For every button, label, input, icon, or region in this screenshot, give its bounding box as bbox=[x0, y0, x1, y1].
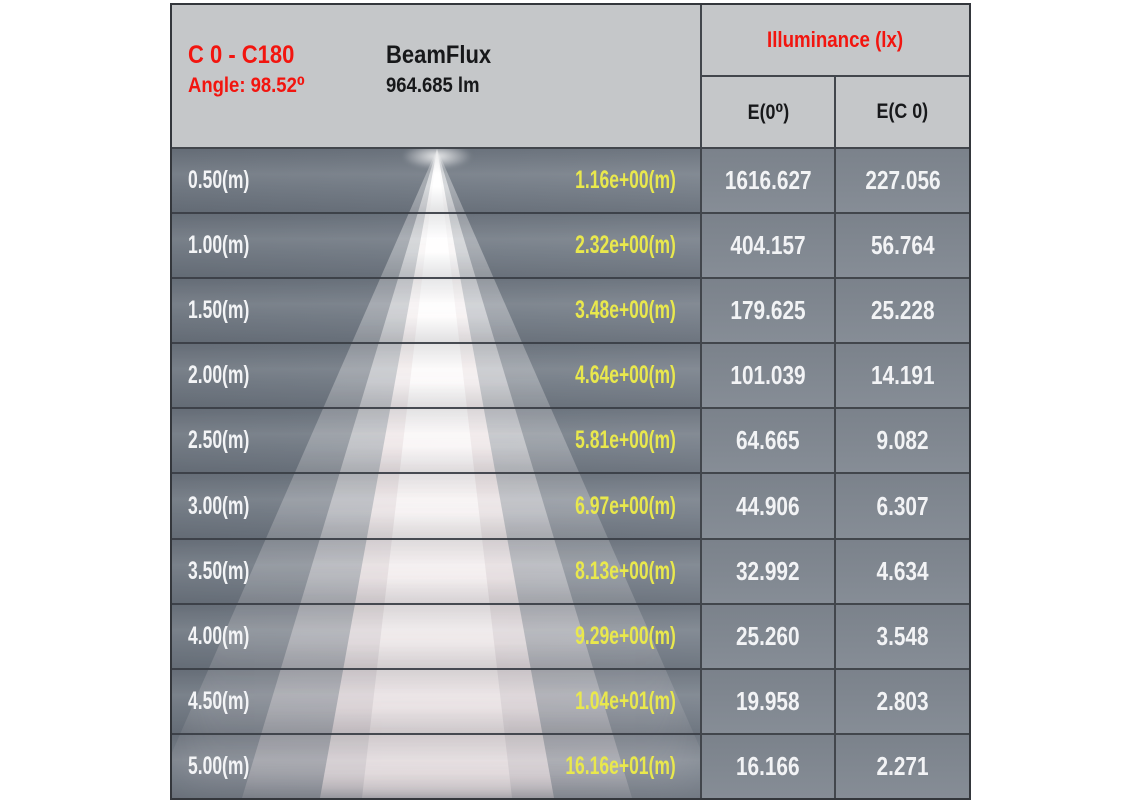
beam-cone-diagram: 0.50(m) 1.16e+00(m) 1.00(m) 2.32e+00(m) 1.… bbox=[172, 149, 700, 798]
beam-rows: 0.50(m) 1.16e+00(m) 1.00(m) 2.32e+00(m) 1.… bbox=[172, 149, 700, 798]
beam-header: C 0 - C180 Angle: 98.52⁰ BeamFlux 964.68… bbox=[172, 5, 700, 147]
beam-row: 3.50(m) 8.13e+00(m) bbox=[172, 537, 700, 603]
ec0-value-cell: 14.191 bbox=[836, 344, 969, 408]
flux-block: BeamFlux 964.685 lm bbox=[386, 39, 505, 100]
flux-label: BeamFlux bbox=[386, 41, 492, 69]
beam-diameter-label: 5.81e+00(m) bbox=[575, 426, 676, 455]
distance-label: 3.00(m) bbox=[188, 491, 250, 520]
ec0-value-cell: 4.634 bbox=[836, 539, 969, 603]
distance-label: 5.00(m) bbox=[188, 751, 250, 780]
e0-value-cell: 32.992 bbox=[702, 539, 834, 603]
distance-label: 3.50(m) bbox=[188, 556, 250, 585]
column-header-e0: E(0⁰) bbox=[702, 77, 834, 147]
ec0-value-cell: 2.271 bbox=[836, 734, 969, 798]
illuminance-title: Illuminance (lx) bbox=[702, 5, 969, 75]
photometric-table: C 0 - C180 Angle: 98.52⁰ BeamFlux 964.68… bbox=[170, 3, 971, 800]
beam-row: 1.50(m) 3.48e+00(m) bbox=[172, 277, 700, 343]
distance-label: 1.00(m) bbox=[188, 231, 250, 260]
ec0-value-cell: 56.764 bbox=[836, 214, 969, 278]
beam-diameter-label: 6.97e+00(m) bbox=[575, 491, 676, 520]
e0-value-cell: 1616.627 bbox=[702, 149, 834, 213]
beam-diameter-label: 1.04e+01(m) bbox=[575, 686, 676, 715]
ec0-value-cell: 6.307 bbox=[836, 474, 969, 538]
ec0-value-cell: 25.228 bbox=[836, 279, 969, 343]
beam-row: 2.50(m) 5.81e+00(m) bbox=[172, 407, 700, 473]
beam-angle: Angle: 98.52⁰ bbox=[188, 74, 305, 97]
plane-angle-block: C 0 - C180 Angle: 98.52⁰ bbox=[188, 39, 321, 100]
beam-row: 3.00(m) 6.97e+00(m) bbox=[172, 472, 700, 538]
distance-label: 4.00(m) bbox=[188, 621, 250, 650]
beam-row: 1.00(m) 2.32e+00(m) bbox=[172, 212, 700, 278]
beam-row: 4.00(m) 9.29e+00(m) bbox=[172, 602, 700, 668]
beam-diameter-label: 9.29e+00(m) bbox=[575, 621, 676, 650]
e0-value-cell: 19.958 bbox=[702, 669, 834, 733]
e0-value-cell: 101.039 bbox=[702, 344, 834, 408]
ec0-value-cell: 9.082 bbox=[836, 409, 969, 473]
e0-value-cell: 179.625 bbox=[702, 279, 834, 343]
e0-value-cell: 44.906 bbox=[702, 474, 834, 538]
ec0-value-cell: 3.548 bbox=[836, 604, 969, 668]
column-header-ec0: E(C 0) bbox=[836, 77, 969, 147]
e0-value-cell: 64.665 bbox=[702, 409, 834, 473]
beam-diameter-label: 16.16e+01(m) bbox=[565, 751, 676, 780]
beam-diameter-label: 1.16e+00(m) bbox=[575, 166, 676, 195]
beam-diameter-label: 4.64e+00(m) bbox=[575, 361, 676, 390]
beam-diameter-label: 3.48e+00(m) bbox=[575, 296, 676, 325]
e0-value-cell: 404.157 bbox=[702, 214, 834, 278]
distance-label: 4.50(m) bbox=[188, 686, 250, 715]
e0-value-cell: 25.260 bbox=[702, 604, 834, 668]
plane-range: C 0 - C180 bbox=[188, 41, 295, 69]
flux-value: 964.685 lm bbox=[386, 74, 480, 97]
distance-label: 2.00(m) bbox=[188, 361, 250, 390]
beam-row: 5.00(m) 16.16e+01(m) bbox=[172, 732, 700, 798]
ec0-value-cell: 2.803 bbox=[836, 669, 969, 733]
e0-value-cell: 16.166 bbox=[702, 734, 834, 798]
beam-diameter-label: 8.13e+00(m) bbox=[575, 556, 676, 585]
beam-row: 4.50(m) 1.04e+01(m) bbox=[172, 667, 700, 733]
distance-label: 2.50(m) bbox=[188, 426, 250, 455]
beam-diameter-label: 2.32e+00(m) bbox=[575, 231, 676, 260]
distance-label: 1.50(m) bbox=[188, 296, 250, 325]
ec0-value-cell: 227.056 bbox=[836, 149, 969, 213]
beam-row: 0.50(m) 1.16e+00(m) bbox=[172, 149, 700, 213]
distance-label: 0.50(m) bbox=[188, 166, 250, 195]
beam-source-spot bbox=[402, 149, 472, 169]
beam-row: 2.00(m) 4.64e+00(m) bbox=[172, 342, 700, 408]
